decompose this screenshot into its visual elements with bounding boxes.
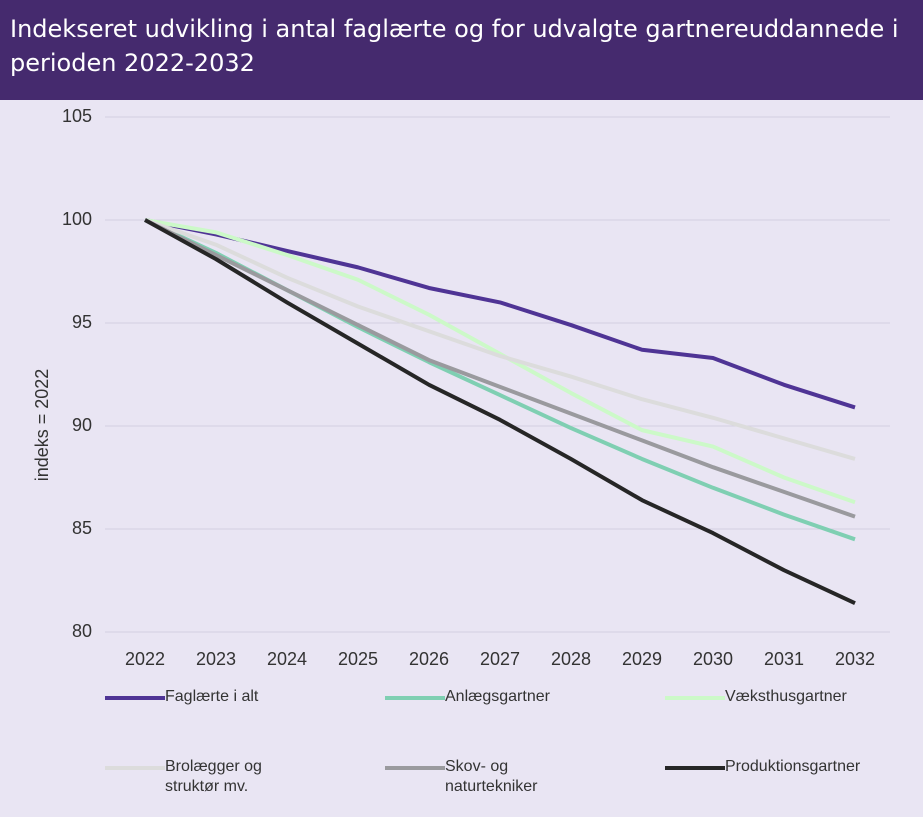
x-tick-label: 2031: [764, 649, 804, 669]
legend-label: Produktionsgartner: [725, 758, 861, 775]
y-tick-label: 90: [72, 415, 92, 435]
legend-label: Skov- og naturtekniker: [445, 758, 538, 795]
legend-item: Væksthusgartner: [665, 687, 847, 707]
legend-swatch: [385, 766, 445, 770]
legend-item: Anlægsgartner: [385, 687, 565, 707]
y-axis-label: indeks = 2022: [32, 369, 52, 482]
legend-item: Produktionsgartner: [665, 757, 861, 777]
legend-swatch: [105, 766, 165, 770]
legend-item: Faglærte i alt: [105, 687, 285, 707]
x-tick-label: 2024: [267, 649, 307, 669]
y-tick-label: 100: [62, 209, 92, 229]
legend-label: Faglærte i alt: [165, 688, 259, 705]
y-tick-label: 85: [72, 518, 92, 538]
legend-item: Brolægger og struktør mv.: [105, 757, 265, 797]
legend-label: Anlægsgartner: [445, 688, 550, 705]
legend-swatch: [665, 696, 725, 700]
y-tick-label: 105: [62, 106, 92, 126]
x-tick-label: 2025: [338, 649, 378, 669]
x-tick-label: 2023: [196, 649, 236, 669]
y-tick-label: 95: [72, 312, 92, 332]
x-tick-label: 2029: [622, 649, 662, 669]
x-tick-label: 2028: [551, 649, 591, 669]
legend-swatch: [665, 766, 725, 770]
legend-swatch: [385, 696, 445, 700]
legend-swatch: [105, 696, 165, 700]
series-line: [144, 218, 856, 605]
x-tick-label: 2030: [693, 649, 733, 669]
x-tick-label: 2027: [480, 649, 520, 669]
y-tick-label: 80: [72, 621, 92, 641]
series-line: [144, 218, 856, 461]
legend-label: Brolægger og struktør mv.: [165, 758, 262, 795]
series-line: [144, 218, 856, 519]
x-tick-label: 2022: [125, 649, 165, 669]
x-tick-label: 2032: [835, 649, 875, 669]
series-line: [144, 218, 856, 542]
chart-title: Indekseret udvikling i antal faglærte og…: [0, 0, 923, 100]
legend-label: Væksthusgartner: [725, 688, 847, 705]
series-line: [144, 218, 856, 410]
x-tick-label: 2026: [409, 649, 449, 669]
legend-item: Skov- og naturtekniker: [385, 757, 545, 797]
